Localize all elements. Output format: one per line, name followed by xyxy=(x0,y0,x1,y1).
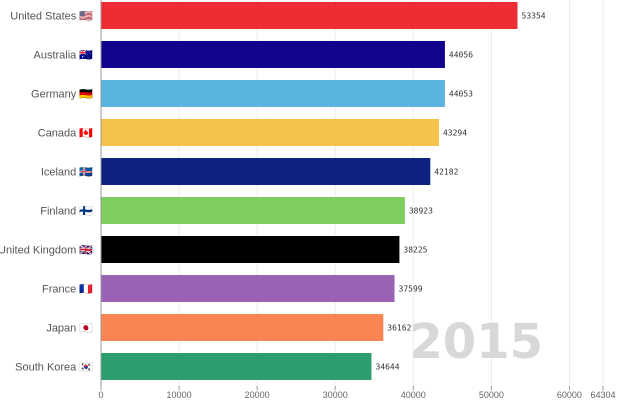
flag-icon: 🇮🇸 xyxy=(79,166,93,179)
x-tick-label: 40000 xyxy=(401,390,426,400)
x-tick-label: 0 xyxy=(98,390,103,400)
country-name: South Korea xyxy=(15,362,77,374)
flag-icon: 🇫🇷 xyxy=(79,283,93,296)
category-labels: United States 🇺🇸 Australia 🇦🇺 Germany 🇩🇪 Canad… xyxy=(0,10,93,374)
year-label: 2015 xyxy=(409,314,543,370)
bar xyxy=(101,119,439,146)
country-name: Canada xyxy=(38,128,77,140)
flag-icon: 🇦🇺 xyxy=(79,49,93,62)
category-label: Iceland 🇮🇸 xyxy=(41,166,93,179)
category-label: Germany 🇩🇪 xyxy=(31,88,93,101)
value-label: 37599 xyxy=(399,285,423,294)
country-name: Germany xyxy=(31,89,77,101)
value-label: 53354 xyxy=(522,12,546,21)
country-name: Australia xyxy=(34,50,78,62)
country-name: France xyxy=(42,284,76,296)
bar xyxy=(101,80,445,107)
x-tick-label: 60000 xyxy=(557,390,582,400)
value-labels: 53354 44056 44053 43294 42182 38923 38225 37599… xyxy=(375,12,545,372)
value-label: 42182 xyxy=(434,168,458,177)
x-axis-ticks: 0 10000 20000 30000 40000 50000 60000 64304 xyxy=(98,386,616,400)
country-name: Finland xyxy=(40,206,76,218)
x-tick-label: 64304 xyxy=(590,390,615,400)
flag-icon: 🇨🇦 xyxy=(79,127,93,140)
value-label: 38225 xyxy=(403,246,427,255)
bar xyxy=(101,353,372,380)
bar xyxy=(101,158,431,185)
bar xyxy=(101,236,400,263)
category-label: United States 🇺🇸 xyxy=(10,10,93,23)
bar xyxy=(101,197,405,224)
category-label: Canada 🇨🇦 xyxy=(38,127,94,140)
x-tick-label: 50000 xyxy=(479,390,504,400)
flag-icon: 🇯🇵 xyxy=(79,322,93,335)
category-label: France 🇫🇷 xyxy=(42,283,93,296)
bar xyxy=(101,275,395,302)
flag-icon: 🇬🇧 xyxy=(79,244,93,257)
flag-icon: 🇩🇪 xyxy=(79,88,93,101)
category-label: Australia 🇦🇺 xyxy=(34,49,94,62)
value-label: 43294 xyxy=(443,129,467,138)
category-label: United Kingdom 🇬🇧 xyxy=(0,244,93,257)
bars xyxy=(101,2,518,380)
category-label: Japan 🇯🇵 xyxy=(46,322,93,335)
value-label: 36162 xyxy=(387,324,411,333)
x-tick-label: 30000 xyxy=(323,390,348,400)
flag-icon: 🇫🇮 xyxy=(79,205,93,218)
value-label: 44053 xyxy=(449,90,473,99)
country-name: United Kingdom xyxy=(0,245,76,257)
value-label: 38923 xyxy=(409,207,433,216)
category-label: South Korea 🇰🇷 xyxy=(15,361,93,374)
country-name: Iceland xyxy=(41,167,76,179)
flag-icon: 🇰🇷 xyxy=(79,361,93,374)
flag-icon: 🇺🇸 xyxy=(79,10,93,23)
x-tick-label: 20000 xyxy=(245,390,270,400)
bar xyxy=(101,41,445,68)
country-name: United States xyxy=(10,11,77,23)
value-label: 44056 xyxy=(449,51,473,60)
country-name: Japan xyxy=(46,323,76,335)
x-tick-label: 10000 xyxy=(167,390,192,400)
category-label: Finland 🇫🇮 xyxy=(40,205,93,218)
value-label: 34644 xyxy=(375,363,399,372)
bar xyxy=(101,2,518,29)
bar xyxy=(101,314,384,341)
